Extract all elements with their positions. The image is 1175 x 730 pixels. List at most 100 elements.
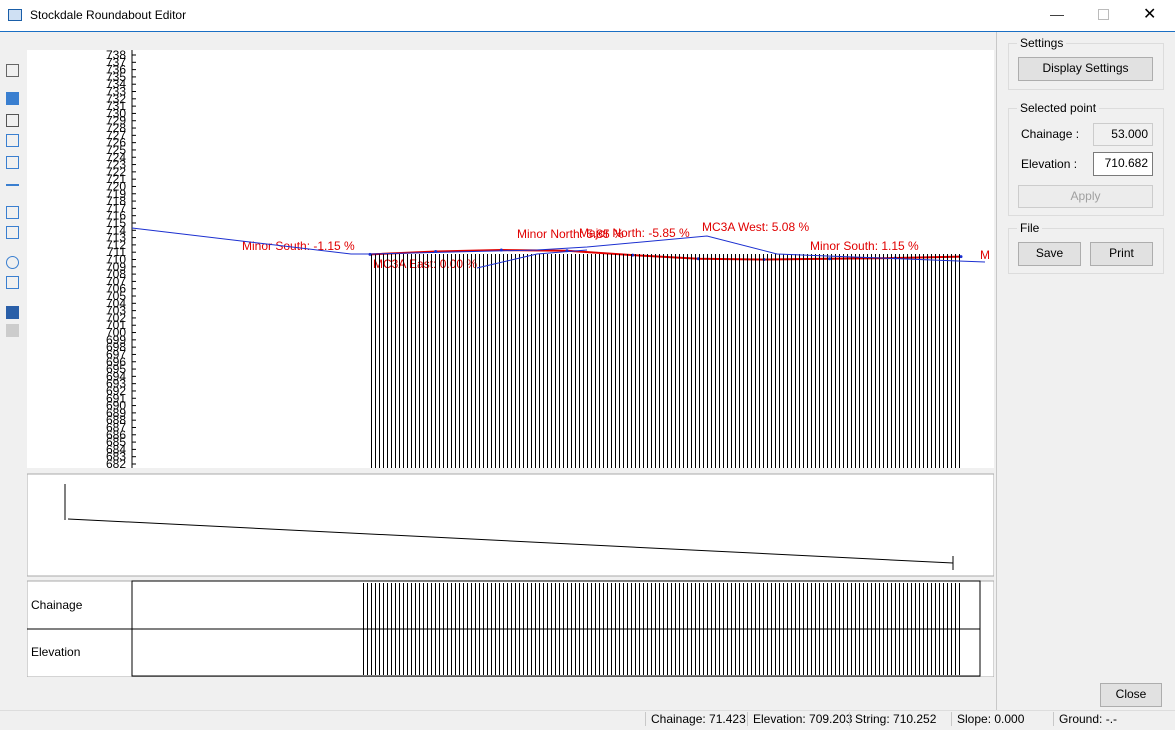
y-tick-label: 725 [106,143,126,157]
field-label: Elevation : [1021,157,1078,171]
status-item: String: 710.252 [849,712,936,726]
annotation: Minor South: -1.15 % [242,239,355,253]
selected-point-group: Selected point [1008,101,1164,216]
annotation: Minor North: 5.85 % [517,227,624,241]
y-tick-label: 690 [106,399,126,413]
print-button[interactable]: Print [1090,242,1153,266]
y-tick-label: 718 [106,194,126,208]
y-tick-label: 704 [106,296,126,310]
chainage-field: 53.000 [1093,123,1153,146]
y-tick-label: 695 [106,362,126,376]
y-tick-label: 703 [106,304,126,318]
y-tick-label: 719 [106,187,126,201]
annotation: M [980,248,990,262]
close-button[interactable]: Close [1100,683,1162,707]
annotation: Minor South: 1.15 % [810,239,919,253]
y-tick-label: 724 [106,150,126,164]
plan-panel [27,473,994,577]
window-title: Stockdale Roundabout Editor [30,8,187,22]
status-item: Ground: -.- [1053,712,1117,726]
y-tick-label: 702 [106,311,126,325]
y-tick-label: 731 [106,99,126,113]
close-x[interactable]: ✕ [1143,6,1157,23]
status-item: Chainage: 71.423 [645,712,746,726]
tool-grade[interactable] [6,156,19,169]
display-settings-button[interactable]: Display Settings [1018,57,1153,81]
y-tick-label: 693 [106,377,126,391]
save-button[interactable]: Save [1018,242,1081,266]
profile: 6826836846856866876886896906916926936946… [106,48,990,471]
app-icon [8,9,22,21]
tool-move[interactable] [6,92,19,105]
y-tick-label: 694 [106,369,126,383]
tool-zoom-box[interactable] [6,276,19,289]
y-tick-label: 698 [106,340,126,354]
tool-curve[interactable] [6,184,19,197]
settings-group: Settings [1008,36,1164,90]
y-tick-label: 705 [106,289,126,303]
y-tick-label: 708 [106,267,126,281]
y-tick-label: 736 [106,63,126,77]
apply-button: Apply [1018,185,1153,208]
tool-fit2[interactable] [6,226,19,239]
y-tick-label: 699 [106,333,126,347]
y-tick-label: 696 [106,355,126,369]
status-item: Elevation: 709.203 [747,712,852,726]
row-label: Elevation [31,645,80,659]
toolbar [2,50,24,340]
plan-line [67,518,954,564]
status-item: Slope: 0.000 [951,712,1024,726]
annotation: Major North: -5.85 % [579,226,690,240]
y-tick-label: 683 [106,450,126,464]
y-tick-label: 732 [106,92,126,106]
y-tick-label: 691 [106,391,126,405]
y-tick-label: 717 [106,201,126,215]
status-bar [0,710,1175,730]
y-tick-label: 729 [106,114,126,128]
y-tick-label: 728 [106,121,126,135]
y-tick-label: 684 [106,442,126,456]
group-title: Selected point [1017,101,1100,115]
tool-print[interactable] [6,324,19,337]
field-label: Chainage : [1021,127,1080,141]
y-tick-label: 689 [106,406,126,420]
table-border [131,580,981,677]
file-group: File [1008,221,1164,274]
design-line-2 [476,249,588,269]
section-lines [370,254,961,468]
y-tick-label: 710 [106,253,126,267]
tool-zoom[interactable] [6,256,19,269]
y-tick-label: 730 [106,106,126,120]
y-tick-label: 735 [106,70,126,84]
y-tick-label: 709 [106,260,126,274]
title-bar: Stockdale Roundabout Editor — ✕ [0,0,1175,31]
annotation: MC3A West: 5.08 % [702,220,809,234]
y-tick-label: 733 [106,85,126,99]
tool-edit[interactable] [6,114,19,127]
tool-select[interactable] [6,64,19,77]
y-tick-label: 686 [106,428,126,442]
y-tick-label: 688 [106,413,126,427]
y-tick-label: 687 [106,420,126,434]
splitter [996,32,997,710]
y-tick-label: 697 [106,347,126,361]
elevation-field[interactable]: 710.682 [1093,152,1153,176]
y-tick-label: 701 [106,318,126,332]
table-hatch [360,583,960,675]
y-tick-label: 713 [106,231,126,245]
y-tick-label: 692 [106,384,126,398]
y-tick-label: 727 [106,128,126,142]
maximize[interactable] [1098,9,1109,20]
tool-save[interactable] [6,306,19,319]
tool-table[interactable] [6,134,19,147]
y-tick-label: 706 [106,282,126,296]
design-line [131,227,986,263]
group-title: Settings [1017,36,1067,50]
y-tick-label: 700 [106,326,126,340]
y-tick-label: 712 [106,238,126,252]
y-tick-label: 707 [106,274,126,288]
minimize[interactable]: — [1050,6,1064,22]
y-tick-label: 722 [106,165,126,179]
tool-fit[interactable] [6,206,19,219]
